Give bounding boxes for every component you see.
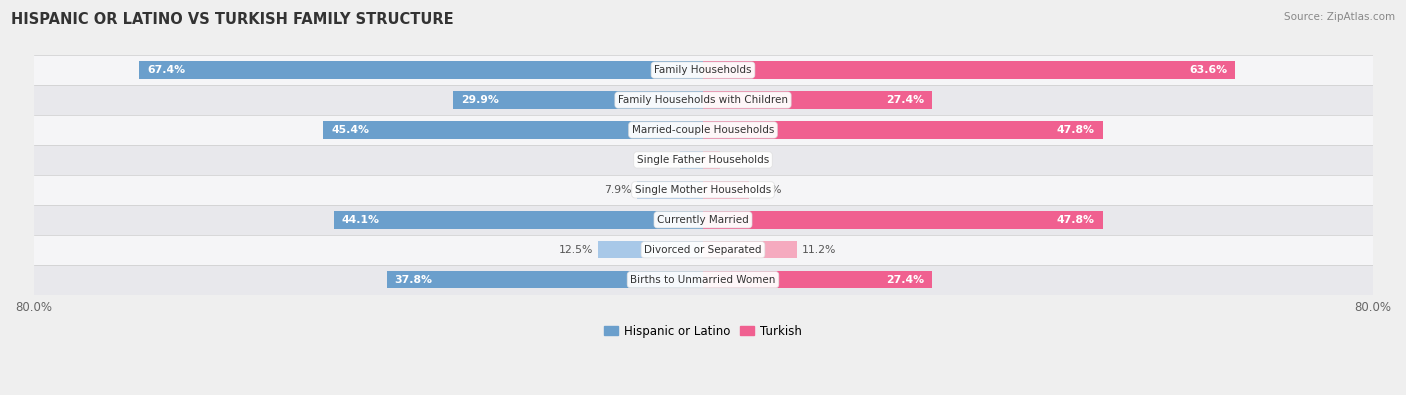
Bar <box>703 151 720 169</box>
Bar <box>453 91 703 109</box>
Bar <box>599 241 703 258</box>
Text: Source: ZipAtlas.com: Source: ZipAtlas.com <box>1284 12 1395 22</box>
Bar <box>34 55 1372 85</box>
Bar <box>34 115 1372 145</box>
Bar <box>679 151 703 169</box>
Text: Single Father Households: Single Father Households <box>637 155 769 165</box>
Bar <box>703 61 1236 79</box>
Bar <box>387 271 703 288</box>
Text: 2.0%: 2.0% <box>725 155 752 165</box>
Bar <box>703 181 749 199</box>
Text: 5.5%: 5.5% <box>755 185 782 195</box>
Bar <box>703 241 797 258</box>
Bar <box>703 271 932 288</box>
Bar <box>34 175 1372 205</box>
Text: Family Households: Family Households <box>654 65 752 75</box>
Bar <box>323 121 703 139</box>
Text: 44.1%: 44.1% <box>342 215 380 225</box>
Text: 45.4%: 45.4% <box>330 125 370 135</box>
Text: 63.6%: 63.6% <box>1189 65 1227 75</box>
Text: 12.5%: 12.5% <box>558 245 593 255</box>
Text: 27.4%: 27.4% <box>886 95 924 105</box>
Text: 67.4%: 67.4% <box>148 65 186 75</box>
Text: 37.8%: 37.8% <box>395 275 433 285</box>
Text: Divorced or Separated: Divorced or Separated <box>644 245 762 255</box>
Bar <box>139 61 703 79</box>
Text: Family Households with Children: Family Households with Children <box>619 95 787 105</box>
Bar <box>34 265 1372 295</box>
Text: Births to Unmarried Women: Births to Unmarried Women <box>630 275 776 285</box>
Text: 29.9%: 29.9% <box>461 95 499 105</box>
Text: Currently Married: Currently Married <box>657 215 749 225</box>
Text: 27.4%: 27.4% <box>886 275 924 285</box>
Text: Married-couple Households: Married-couple Households <box>631 125 775 135</box>
Bar <box>637 181 703 199</box>
Bar <box>34 85 1372 115</box>
Text: Single Mother Households: Single Mother Households <box>636 185 770 195</box>
Bar <box>34 205 1372 235</box>
Legend: Hispanic or Latino, Turkish: Hispanic or Latino, Turkish <box>599 320 807 342</box>
Bar <box>335 211 703 228</box>
Text: 7.9%: 7.9% <box>605 185 631 195</box>
Text: HISPANIC OR LATINO VS TURKISH FAMILY STRUCTURE: HISPANIC OR LATINO VS TURKISH FAMILY STR… <box>11 12 454 27</box>
Bar <box>703 91 932 109</box>
Text: 2.8%: 2.8% <box>647 155 675 165</box>
Text: 11.2%: 11.2% <box>801 245 837 255</box>
Bar <box>703 121 1104 139</box>
Bar <box>34 235 1372 265</box>
Bar <box>703 211 1104 228</box>
Text: 47.8%: 47.8% <box>1057 215 1095 225</box>
Text: 47.8%: 47.8% <box>1057 125 1095 135</box>
Bar <box>34 145 1372 175</box>
